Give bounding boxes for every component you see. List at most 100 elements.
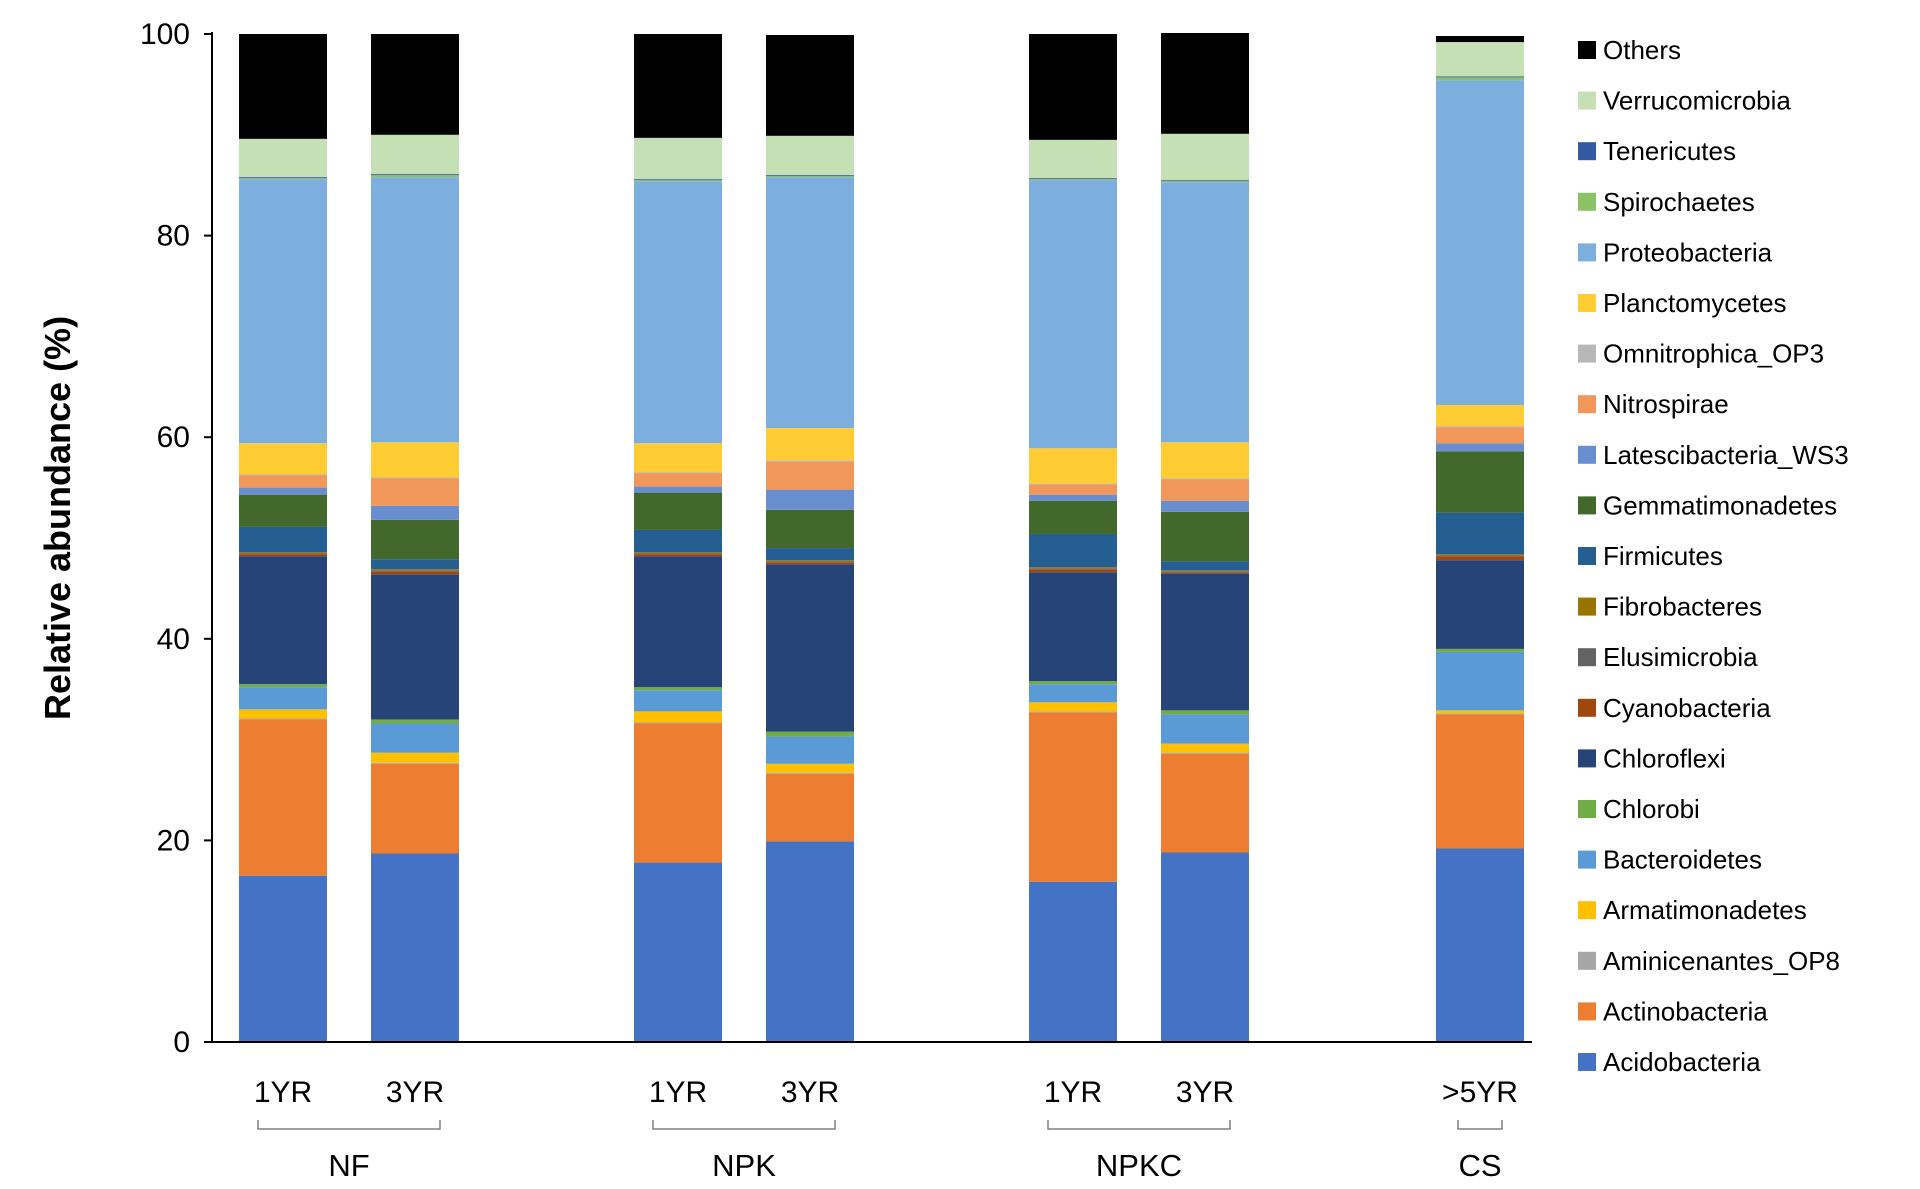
bar-segment-gemmatimonadetes: [634, 492, 722, 530]
bar-segment-elusimicrobia: [371, 570, 459, 572]
bar-segment-acidobacteria: [634, 862, 722, 1042]
bar-segment-proteobacteria: [239, 179, 327, 444]
bar-segment-firmicutes: [766, 548, 854, 561]
legend-swatch: [1578, 901, 1596, 920]
bar-segment-nitrospirae: [239, 475, 327, 488]
bar-segment-firmicutes: [634, 529, 722, 553]
bar-segment-fibrobacteres: [239, 552, 327, 554]
bar-segment-chloroflexi: [239, 556, 327, 685]
bar-segment-gemmatimonadetes: [1029, 500, 1117, 534]
legend-item: Verrucomicrobia: [1578, 86, 1791, 116]
bar-segment-gemmatimonadetes: [1436, 451, 1524, 513]
legend-label: Cyanobacteria: [1603, 693, 1771, 723]
bar-stack-3: [634, 34, 722, 1042]
bar-segment-latescibacteria-ws3: [1436, 443, 1524, 452]
bar-segment-nitrospirae: [371, 478, 459, 506]
legend-label: Aminicenantes_OP8: [1603, 946, 1840, 976]
bar-segment-others: [1161, 32, 1249, 134]
legend-label: Bacteroidetes: [1603, 845, 1762, 875]
bar-segment-bacteroidetes: [766, 736, 854, 764]
legend-item: Proteobacteria: [1578, 237, 1773, 267]
bar-segment-others: [239, 34, 327, 139]
legend-item: Omnitrophica_OP3: [1578, 339, 1824, 369]
bar-segment-fibrobacteres: [766, 560, 854, 562]
bar-segment-latescibacteria-ws3: [371, 505, 459, 520]
legend: Others Verrucomicrobia Tenericutes Spirocha…: [1578, 35, 1849, 1077]
bar-segment-gemmatimonadetes: [1161, 511, 1249, 562]
legend-swatch: [1578, 547, 1596, 565]
legend-label: Gemmatimonadetes: [1603, 490, 1837, 520]
bar-segment-proteobacteria: [634, 181, 722, 444]
bar-segment-actinobacteria: [634, 723, 722, 863]
bar-segment-latescibacteria-ws3: [1029, 494, 1117, 501]
x-tick-label: 3YR: [386, 1076, 444, 1109]
x-tick-label: 1YR: [254, 1076, 312, 1109]
bar-segment-tenericutes: [1436, 76, 1524, 78]
bar-segment-bacteroidetes: [1161, 714, 1249, 744]
legend-swatch: [1578, 91, 1596, 110]
bar-segment-tenericutes: [1029, 178, 1117, 180]
bar-segment-latescibacteria-ws3: [239, 487, 327, 495]
bar-segment-bacteroidetes: [239, 687, 327, 710]
group-bracket: [1047, 1120, 1231, 1130]
bar-segment-planctomycetes: [1029, 448, 1117, 484]
legend-label: Acidobacteria: [1603, 1047, 1761, 1077]
bar-segment-elusimicrobia: [1029, 568, 1117, 570]
legend-item: Fibrobacteres: [1578, 592, 1762, 622]
bar-segment-gemmatimonadetes: [371, 519, 459, 560]
legend-label: Others: [1603, 35, 1681, 65]
bar-segment-verrucomicrobia: [634, 137, 722, 180]
y-tick-label: 100: [140, 18, 190, 51]
bar-segment-planctomycetes: [371, 442, 459, 478]
legend-swatch: [1578, 142, 1596, 161]
bar-segment-spirochaetes: [1029, 179, 1117, 181]
bar-segment-nitrospirae: [634, 473, 722, 487]
bar-segment-others: [1029, 34, 1117, 140]
bar-segment-omnitrophica-op3: [1436, 426, 1524, 428]
bar-segment-armatimonadetes: [1029, 702, 1117, 712]
bar-stack-7: [1436, 36, 1524, 1042]
bar-segment-verrucomicrobia: [1436, 42, 1524, 77]
bar-segment-acidobacteria: [239, 875, 327, 1042]
bar-segment-latescibacteria-ws3: [634, 486, 722, 493]
bar-segment-elusimicrobia: [1161, 571, 1249, 573]
legend-swatch: [1578, 41, 1596, 59]
bar-segment-firmicutes: [1436, 512, 1524, 555]
bar-segment-chlorobi: [1161, 710, 1249, 715]
legend-item: Others: [1578, 35, 1681, 65]
bar-segment-omnitrophica-op3: [239, 474, 327, 476]
bar-segment-fibrobacteres: [1436, 554, 1524, 556]
bar-segment-spirochaetes: [1436, 77, 1524, 81]
bar-segment-actinobacteria: [1436, 714, 1524, 849]
bar-segment-aminicenantes-op8: [1436, 713, 1524, 715]
bar-segment-verrucomicrobia: [239, 138, 327, 178]
bar-segment-acidobacteria: [1436, 848, 1524, 1042]
bar-segment-planctomycetes: [766, 428, 854, 461]
x-tick-label: >5YR: [1442, 1076, 1518, 1109]
group-label: CS: [1458, 1148, 1501, 1183]
legend-item: Aminicenantes_OP8: [1578, 946, 1840, 976]
bar-segment-chloroflexi: [1161, 573, 1249, 711]
legend-swatch: [1578, 749, 1596, 768]
bar-segment-armatimonadetes: [1436, 710, 1524, 714]
bar-segment-others: [766, 35, 854, 136]
bar-segment-omnitrophica-op3: [1161, 478, 1249, 480]
bar-segment-aminicenantes-op8: [1161, 752, 1249, 754]
bar-segment-verrucomicrobia: [766, 135, 854, 176]
bar-segment-omnitrophica-op3: [371, 477, 459, 479]
legend-label: Nitrospirae: [1603, 389, 1729, 419]
bar-segment-proteobacteria: [766, 177, 854, 429]
bar-segment-cyanobacteria: [1436, 556, 1524, 561]
group-bracket: [257, 1120, 441, 1130]
bar-segment-aminicenantes-op8: [239, 718, 327, 720]
bar-segment-nitrospirae: [1161, 479, 1249, 501]
bar-segment-others: [634, 34, 722, 138]
legend-item: Planctomycetes: [1578, 288, 1787, 318]
bar-segment-tenericutes: [1161, 180, 1249, 182]
legend-item: Acidobacteria: [1578, 1047, 1761, 1077]
bar-segment-fibrobacteres: [1029, 567, 1117, 569]
legend-label: Planctomycetes: [1603, 288, 1787, 318]
legend-swatch: [1578, 1002, 1596, 1021]
